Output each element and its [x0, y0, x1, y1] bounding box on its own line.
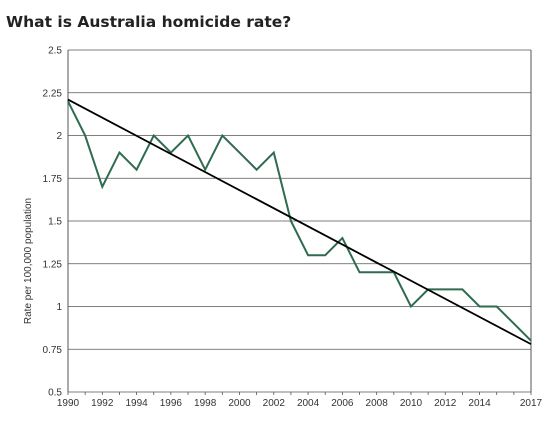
y-tick-label: 2	[56, 131, 62, 142]
x-tick-label: 2010	[400, 398, 423, 409]
x-tick-label: 2006	[331, 398, 354, 409]
x-tick-labels: 1990 1992 1994 1996 1998 2000 2002 2004 2006 2008…	[57, 398, 543, 409]
x-tick-label: 2014	[468, 398, 491, 409]
x-tick-label: 2012	[434, 398, 457, 409]
y-tick-label: 1.25	[43, 259, 63, 270]
x-tick-label: 2004	[297, 398, 320, 409]
y-tick-label: 2.25	[43, 88, 63, 99]
axes	[67, 50, 532, 395]
x-tick-label: 1990	[57, 398, 80, 409]
y-tick-label: 1.75	[43, 174, 63, 185]
x-tick-label: 2002	[263, 398, 286, 409]
x-tick-label: 2017	[520, 398, 543, 409]
y-axis-label: Rate per 100,000 population	[23, 198, 34, 324]
x-tick-label: 1998	[194, 398, 217, 409]
x-tick-label: 1996	[160, 398, 183, 409]
trend-line	[67, 98, 532, 345]
x-tick-label: 2000	[228, 398, 251, 409]
y-tick-labels: 0.5 0.75 1 1.25 1.5 1.75 2 2.25 2.5	[43, 46, 63, 399]
chart-title: What is Australia homicide rate?	[6, 13, 292, 31]
y-tick-label: 0.5	[48, 388, 62, 399]
series-lines	[67, 98, 532, 345]
y-tick-label: 2.5	[48, 46, 62, 57]
y-tick-label: 1.5	[48, 217, 62, 228]
x-tick-label: 2008	[366, 398, 389, 409]
y-tick-label: 1	[56, 302, 62, 313]
series-line-0	[67, 100, 532, 342]
y-tick-label: 0.75	[43, 345, 63, 356]
x-tick-label: 1994	[125, 398, 148, 409]
x-tick-label: 1992	[91, 398, 114, 409]
